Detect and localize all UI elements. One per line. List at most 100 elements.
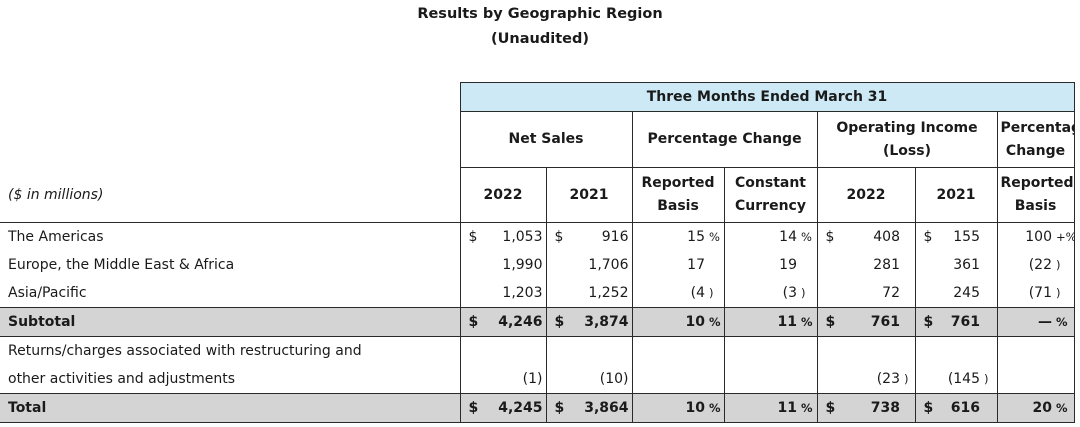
percent-sign: % [800,222,817,251]
operating-income-2021-header: 2021 [914,167,998,223]
net-sales-2021: 3,864 [574,393,632,423]
percent-sign: % [708,393,724,423]
operating-income-2021: (145 [947,371,980,387]
row-label: other activities and adjustments [8,371,236,387]
net-sales-2022: 1,053 [488,222,546,251]
spacer [983,222,997,251]
operating-income-change: (22 [996,251,1055,279]
operating-income-change: 100 [996,222,1055,251]
row-label: The Americas [0,222,460,251]
spacer [903,337,915,366]
paren-close: ) [623,371,629,387]
constant-currency-change: 19 [723,251,800,279]
operating-income-header: Operating Income (Loss) [816,111,998,168]
constant-currency-change: (3 [723,279,800,308]
operating-income-2022: 281 [873,257,900,273]
row-label: Asia/Pacific [8,285,87,301]
percentage-change-header: Percentage Change [631,111,818,168]
currency-symbol: $ [545,307,574,337]
spacer [574,337,632,366]
percentage-change-header-2: Percentage Change [996,111,1075,168]
paren-close: ) [709,286,714,300]
spacer [996,336,1055,365]
sub-header-row: ($ in millions) 2022 2021 Reported Basis… [0,167,1075,223]
reported-basis-change: (4 [631,279,708,308]
spacer [983,393,997,423]
constant-currency-header: Constant Currency [723,167,818,223]
spacer [914,279,943,308]
spacer [708,365,724,394]
table-row: Europe, the Middle East & Africa 1,990 1… [0,251,1075,279]
spacer [816,365,845,394]
operating-income-change: 20 [996,393,1055,423]
spacer [914,336,943,365]
currency-symbol: $ [914,307,943,337]
operating-income-change: (71 [996,279,1055,308]
spacer [545,336,574,365]
spacer [800,251,817,279]
net-sales-2021: 3,874 [574,307,632,337]
operating-income-2021: 616 [943,393,983,423]
spacer [1055,365,1075,394]
spacer [983,337,997,366]
operating-income-2021: 361 [953,257,980,273]
spacer [903,307,915,337]
spacer [1055,336,1075,365]
spacer [723,336,800,365]
spacer [459,336,488,365]
spacer [545,279,574,308]
spacer [943,337,983,366]
table-row: Returns/charges associated with restruct… [0,336,1075,366]
net-sales-2021: 1,706 [588,257,629,273]
spacer [488,337,546,366]
constant-currency-change: 14 [723,222,800,251]
spacer [723,365,800,394]
net-sales-2022-cell: (1) [488,365,546,394]
reported-basis-change: 10 [631,393,708,423]
spacer [903,251,915,279]
spacer [903,279,915,308]
constant-currency-change: 11 [723,307,800,337]
percent-sign: % [800,307,817,337]
currency-symbol: $ [459,307,488,337]
currency-symbol: $ [545,222,574,251]
operating-income-2022: 408 [845,222,903,251]
operating-income-2021: 155 [943,222,983,251]
row-label: Europe, the Middle East & Africa [8,257,235,273]
percent-sign: % [708,222,724,251]
paren-close: ) [801,286,806,300]
net-sales-2021-cell: (10) [574,365,632,394]
net-sales-2022: 1,990 [502,257,543,273]
spacer [631,336,708,365]
spacer [914,251,943,279]
net-sales-2021: (10 [599,371,624,387]
net-sales-header: Net Sales [459,111,633,168]
spacer [903,393,915,423]
currency-symbol: $ [914,222,943,251]
reported-basis-header-2: Reported Basis [996,167,1075,223]
spacer [545,365,574,394]
spacer [983,279,997,308]
spacer [983,307,997,337]
net-sales-2021: 916 [574,222,632,251]
operating-income-2022-header: 2022 [816,167,916,223]
net-sales-2022: 1,203 [502,285,543,301]
currency-symbol: $ [459,393,488,423]
reported-basis-change: 15 [631,222,708,251]
spacer [800,365,817,394]
currency-symbol: $ [816,393,845,423]
table-row: The Americas $ 1,053 $ 916 15 % 14 % $ 4… [0,222,1075,251]
spacer [545,251,574,279]
paren-close: ) [1055,251,1075,279]
total-row: Total $ 4,245 $ 3,864 10 % 11 % $ 738 $ … [0,393,1075,423]
reported-basis-change: 17 [631,251,708,279]
spacer [708,251,724,279]
spacer [459,365,488,394]
spacer [816,336,845,365]
percent-sign: % [800,393,817,423]
net-sales-2022: 4,246 [488,307,546,337]
subtotal-row: Subtotal $ 4,246 $ 3,874 10 % 11 % $ 761… [0,307,1075,337]
constant-currency-change: 11 [723,393,800,423]
operating-income-2022: 761 [845,307,903,337]
operating-income-2022: (23 [876,371,900,387]
